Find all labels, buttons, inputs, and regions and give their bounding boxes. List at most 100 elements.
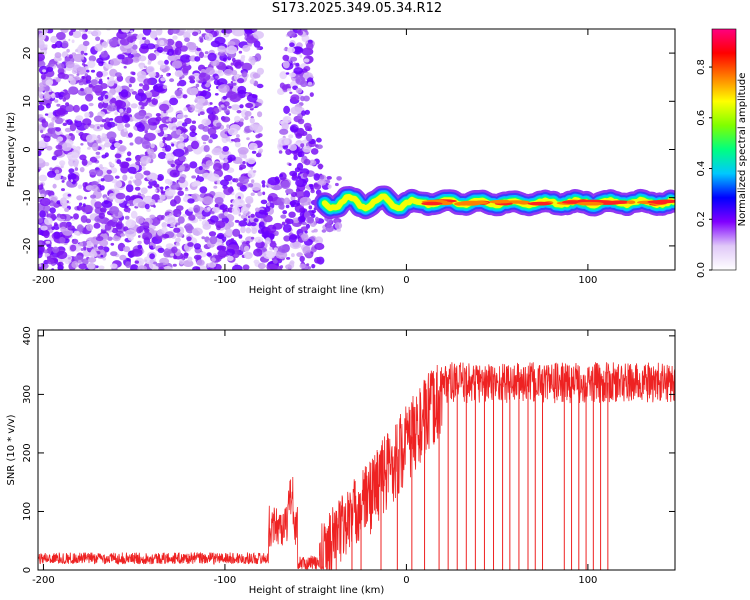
noise-blob (61, 73, 70, 80)
noise-blob (79, 154, 87, 161)
spectrogram-ylabel: Frequency (Hz) (6, 112, 17, 188)
noise-blob (115, 222, 123, 230)
noise-blob (155, 129, 161, 134)
noise-blob (195, 266, 201, 270)
noise-blob (336, 228, 342, 232)
noise-blob (226, 124, 230, 129)
noise-blob (38, 104, 45, 111)
noise-blob (231, 206, 241, 215)
noise-blob (202, 223, 212, 230)
noise-blob (265, 237, 271, 245)
noise-blob (174, 70, 184, 77)
noise-blob (301, 68, 308, 73)
noise-blob (217, 51, 226, 57)
noise-blob (160, 189, 164, 194)
noise-blob (94, 201, 102, 210)
noise-blob (88, 55, 97, 62)
noise-blob (149, 214, 156, 219)
noise-blob (143, 196, 153, 203)
noise-blob (303, 58, 310, 63)
noise-blob (153, 223, 158, 226)
noise-blob (170, 182, 180, 190)
noise-blob (232, 29, 245, 37)
noise-blob (64, 207, 70, 212)
noise-blob (187, 106, 193, 111)
noise-blob (66, 119, 73, 126)
snr-series-line (38, 362, 675, 570)
noise-blob (38, 53, 45, 62)
noise-blob (62, 228, 73, 236)
snr-frame (37, 329, 676, 571)
noise-blob (115, 192, 126, 200)
noise-blob (279, 173, 284, 178)
noise-blob (290, 56, 298, 62)
noise-blob (73, 213, 79, 220)
noise-blob (242, 264, 250, 270)
noise-blob (249, 78, 255, 85)
noise-blob (168, 122, 177, 131)
noise-blob (127, 166, 137, 174)
noise-blob (56, 108, 66, 116)
noise-blob (304, 211, 310, 219)
noise-blob (109, 76, 115, 82)
noise-blob (126, 151, 132, 157)
noise-blob (148, 152, 157, 160)
noise-blob (198, 51, 205, 59)
noise-blob (80, 56, 85, 60)
noise-blob (208, 262, 217, 268)
noise-blob (221, 116, 231, 123)
noise-blob (248, 142, 258, 151)
noise-blob (247, 215, 251, 219)
noise-blob (242, 44, 251, 52)
noise-blob (129, 76, 136, 84)
noise-blob (256, 47, 261, 50)
noise-blob (195, 49, 201, 56)
noise-blob (54, 222, 58, 227)
noise-blob (301, 110, 306, 116)
noise-blob (116, 89, 120, 93)
noise-blob (91, 184, 99, 192)
noise-blob (148, 121, 152, 126)
noise-blob (45, 79, 54, 86)
noise-blob (232, 82, 237, 86)
noise-blob (106, 104, 117, 112)
noise-blob (220, 179, 229, 186)
noise-blob (121, 161, 129, 168)
noise-blob (157, 229, 163, 236)
noise-blob (122, 174, 128, 181)
noise-blob (38, 250, 43, 259)
noise-blob (123, 246, 131, 253)
noise-blob (170, 253, 175, 257)
noise-blob (54, 169, 60, 174)
noise-blob (68, 54, 73, 59)
noise-blob (110, 242, 115, 246)
noise-blob (66, 48, 70, 53)
noise-blob (162, 137, 167, 141)
noise-blob (279, 128, 289, 135)
noise-blob (295, 76, 306, 85)
noise-blob (199, 111, 205, 115)
noise-blob (79, 167, 85, 173)
chart-title: S173.2025.349.05.34.R12 (271, 1, 443, 16)
noise-blob (249, 117, 255, 124)
noise-blob (230, 204, 234, 208)
noise-blob (199, 186, 208, 194)
noise-blob (188, 135, 197, 142)
noise-blob (145, 116, 150, 119)
noise-blob (303, 158, 311, 166)
noise-blob (143, 221, 150, 229)
noise-blob (85, 225, 90, 229)
noise-blob (288, 211, 296, 218)
noise-blob (214, 203, 219, 208)
noise-blob (162, 140, 166, 144)
colorbar-label: Normalized spectral amplitude (737, 73, 748, 227)
noise-blob (87, 257, 97, 263)
noise-blob (250, 192, 255, 196)
snr-xtick-label: -100 (214, 575, 237, 586)
noise-blob (75, 115, 84, 121)
noise-blob (69, 123, 77, 132)
noise-blob (108, 38, 119, 47)
noise-blob (307, 266, 312, 270)
noise-blob (214, 93, 219, 96)
noise-blob (70, 179, 74, 183)
